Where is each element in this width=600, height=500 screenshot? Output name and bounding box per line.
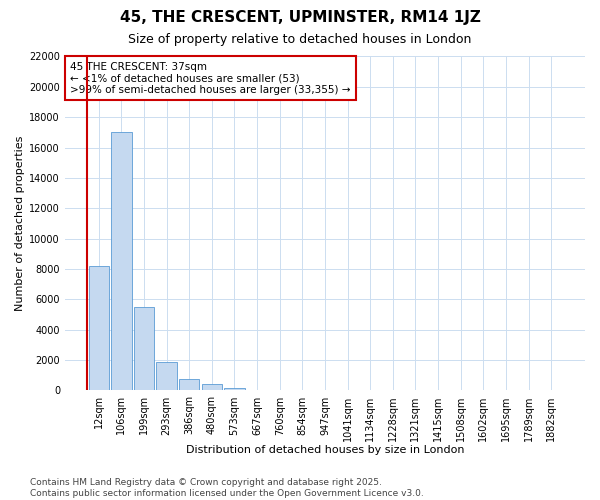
Bar <box>134 307 154 390</box>
Bar <box>179 379 199 390</box>
X-axis label: Distribution of detached houses by size in London: Distribution of detached houses by size … <box>186 445 464 455</box>
Bar <box>224 388 245 390</box>
Text: 45, THE CRESCENT, UPMINSTER, RM14 1JZ: 45, THE CRESCENT, UPMINSTER, RM14 1JZ <box>119 10 481 25</box>
Bar <box>157 362 177 390</box>
Text: Contains HM Land Registry data © Crown copyright and database right 2025.
Contai: Contains HM Land Registry data © Crown c… <box>30 478 424 498</box>
Bar <box>89 266 109 390</box>
Text: Size of property relative to detached houses in London: Size of property relative to detached ho… <box>128 32 472 46</box>
Text: 45 THE CRESCENT: 37sqm
← <1% of detached houses are smaller (53)
>99% of semi-de: 45 THE CRESCENT: 37sqm ← <1% of detached… <box>70 62 350 94</box>
Bar <box>202 384 222 390</box>
Y-axis label: Number of detached properties: Number of detached properties <box>15 136 25 311</box>
Bar <box>111 132 131 390</box>
